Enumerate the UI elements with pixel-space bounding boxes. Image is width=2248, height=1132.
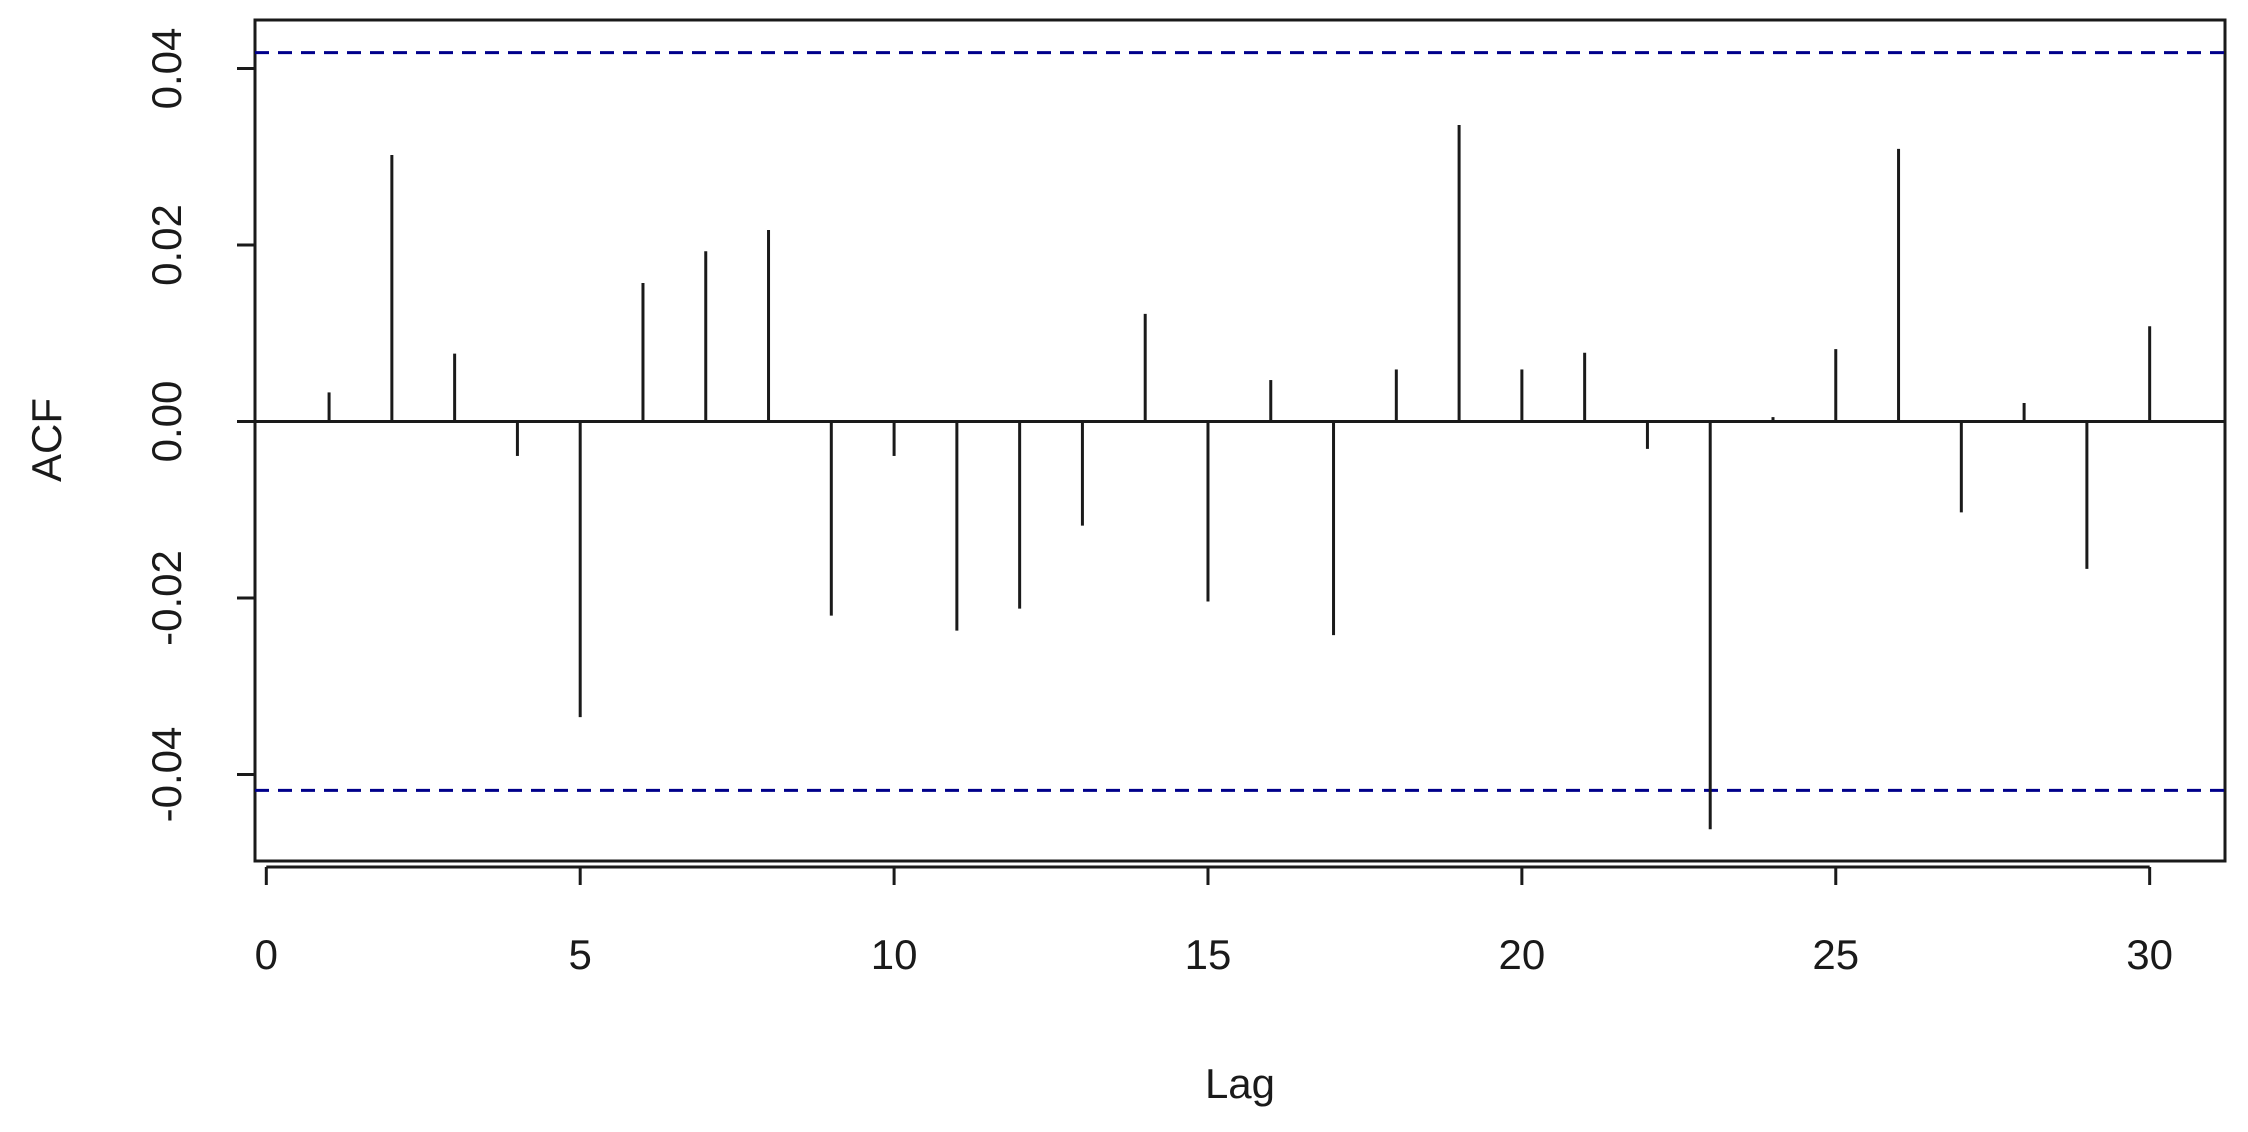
- y-tick-label: -0.02: [143, 550, 190, 646]
- x-tick-label: 25: [1812, 931, 1859, 978]
- y-tick-label: 0.02: [143, 204, 190, 286]
- y-tick-label: -0.04: [143, 727, 190, 823]
- x-tick-label: 0: [255, 931, 278, 978]
- x-tick-label: 10: [871, 931, 918, 978]
- y-axis-label: ACF: [23, 398, 70, 482]
- x-axis-label: Lag: [1205, 1060, 1275, 1107]
- x-tick-label: 5: [569, 931, 592, 978]
- y-tick-label: 0.00: [143, 381, 190, 463]
- x-tick-label: 20: [1499, 931, 1546, 978]
- plot-frame: [253, 18, 2227, 863]
- y-tick-label: 0.04: [143, 28, 190, 110]
- x-tick-label: 30: [2126, 931, 2173, 978]
- x-tick-label: 15: [1185, 931, 1232, 978]
